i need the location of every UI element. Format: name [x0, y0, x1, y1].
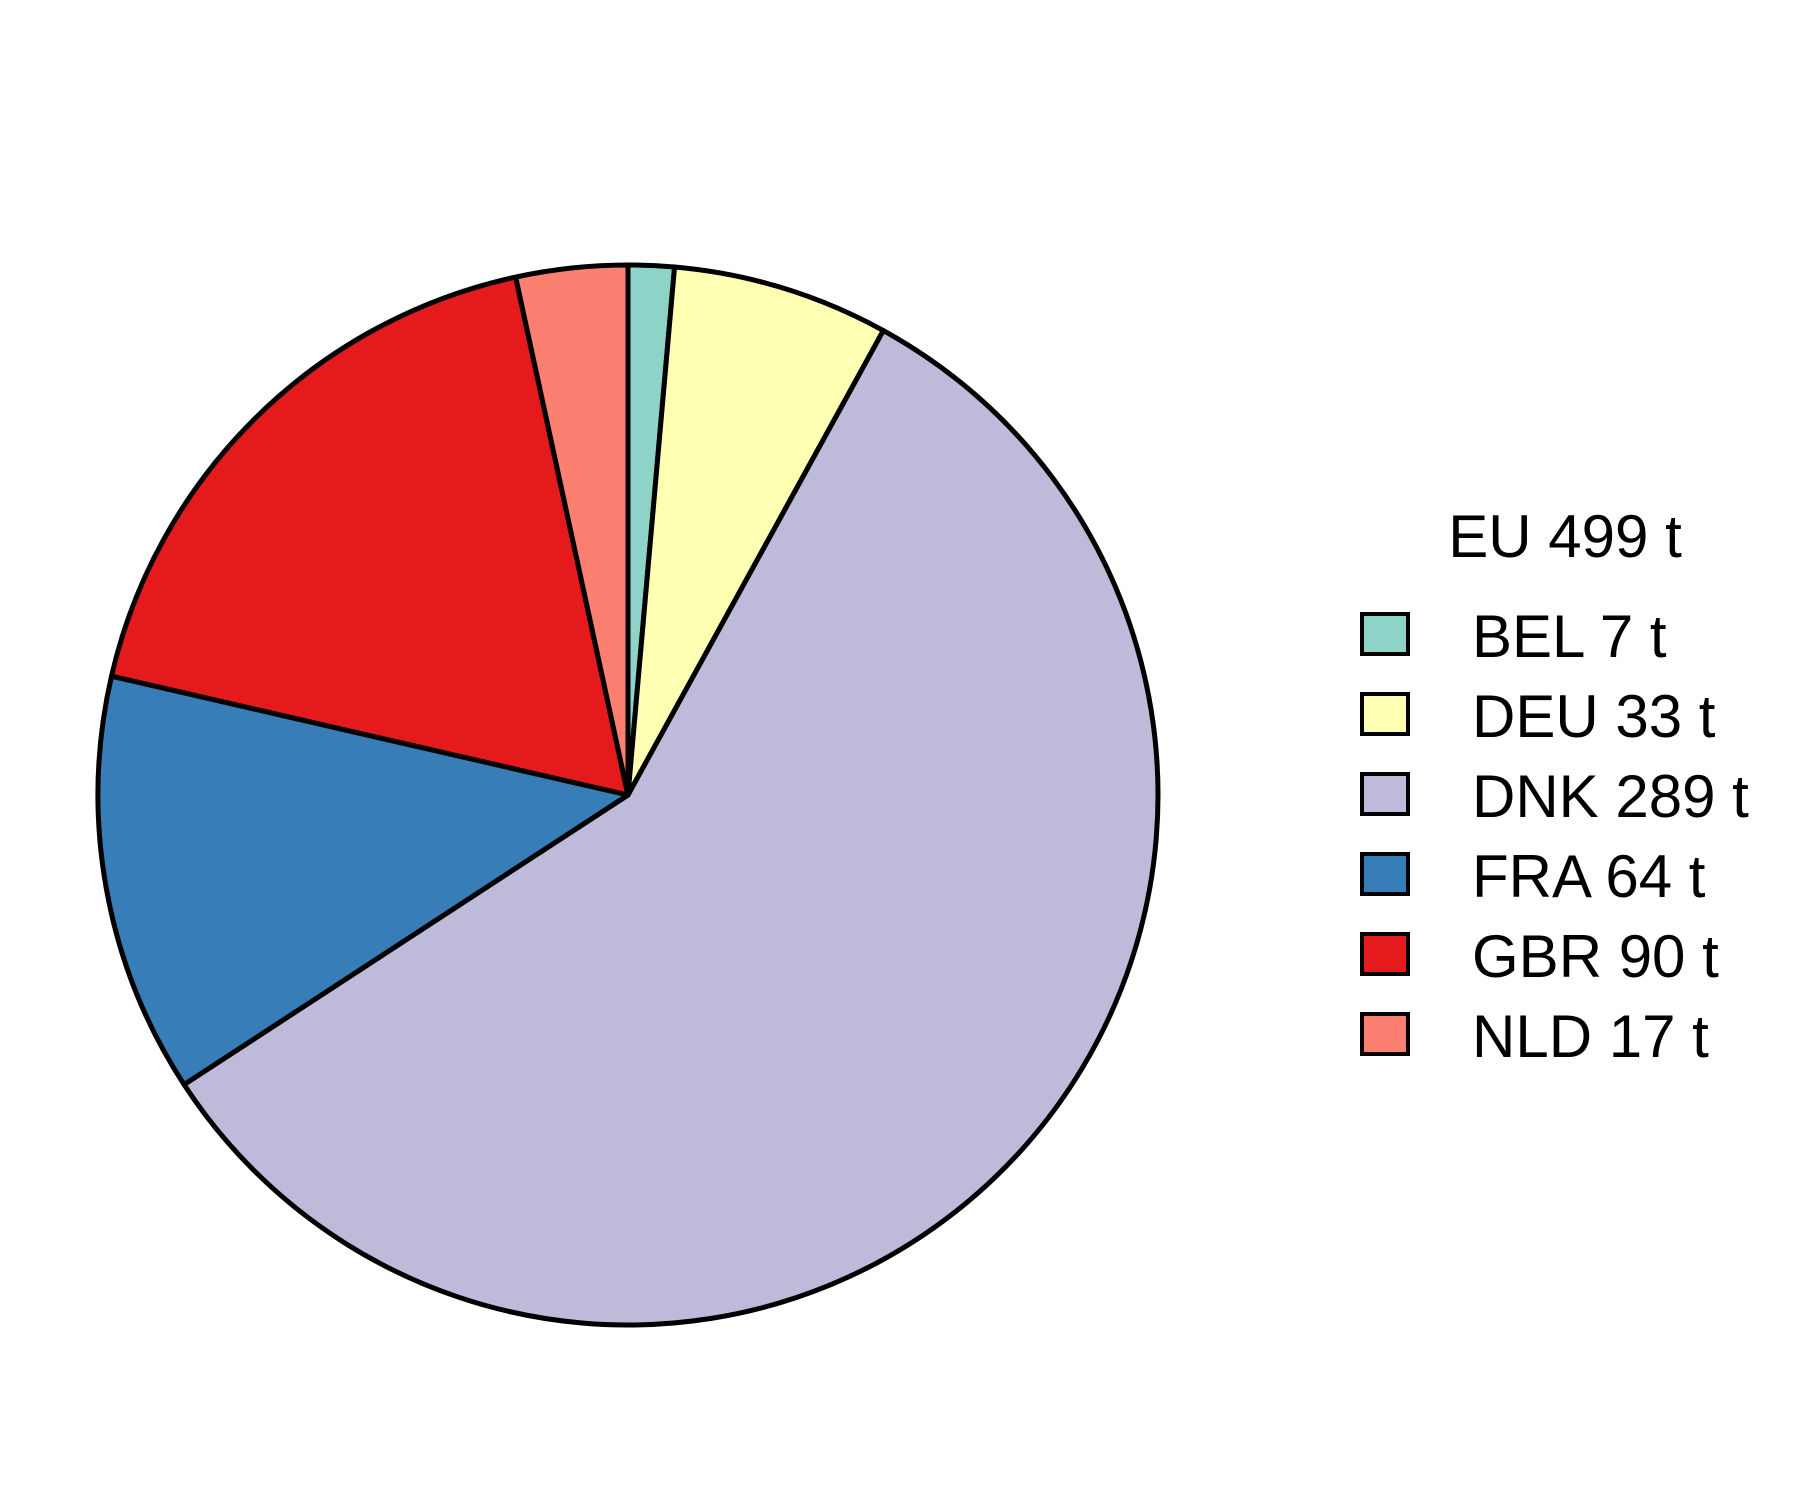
legend-label-dnk: DNK 289 t [1472, 763, 1749, 830]
pie-slice-gbr [109, 274, 631, 798]
pie-slice-fra [95, 673, 631, 1088]
pie-slice-nld [513, 262, 631, 798]
legend-title: EU 499 t [1448, 503, 1682, 570]
legend-label-fra: FRA 64 t [1472, 843, 1706, 910]
legend: EU 499 t BEL 7 t DEU 33 t DNK 289 t FRA 64 … [1360, 503, 1749, 1070]
legend-label-gbr: GBR 90 t [1472, 923, 1719, 990]
legend-items: BEL 7 t DEU 33 t DNK 289 t FRA 64 t GBR 90 t… [1360, 603, 1749, 1070]
legend-label-bel: BEL 7 t [1472, 603, 1667, 670]
legend-swatch-bel [1360, 612, 1410, 656]
pie-slice-deu [625, 264, 886, 798]
pie-slices [95, 262, 1161, 1328]
legend-label-nld: NLD 17 t [1472, 1003, 1709, 1070]
legend-swatch-nld [1360, 1012, 1410, 1056]
legend-swatch-dnk [1360, 772, 1410, 816]
legend-swatch-gbr [1360, 932, 1410, 976]
legend-label-deu: DEU 33 t [1472, 683, 1716, 750]
pie-slice-dnk [181, 328, 1161, 1328]
legend-swatch-deu [1360, 692, 1410, 736]
legend-swatch-fra [1360, 852, 1410, 896]
